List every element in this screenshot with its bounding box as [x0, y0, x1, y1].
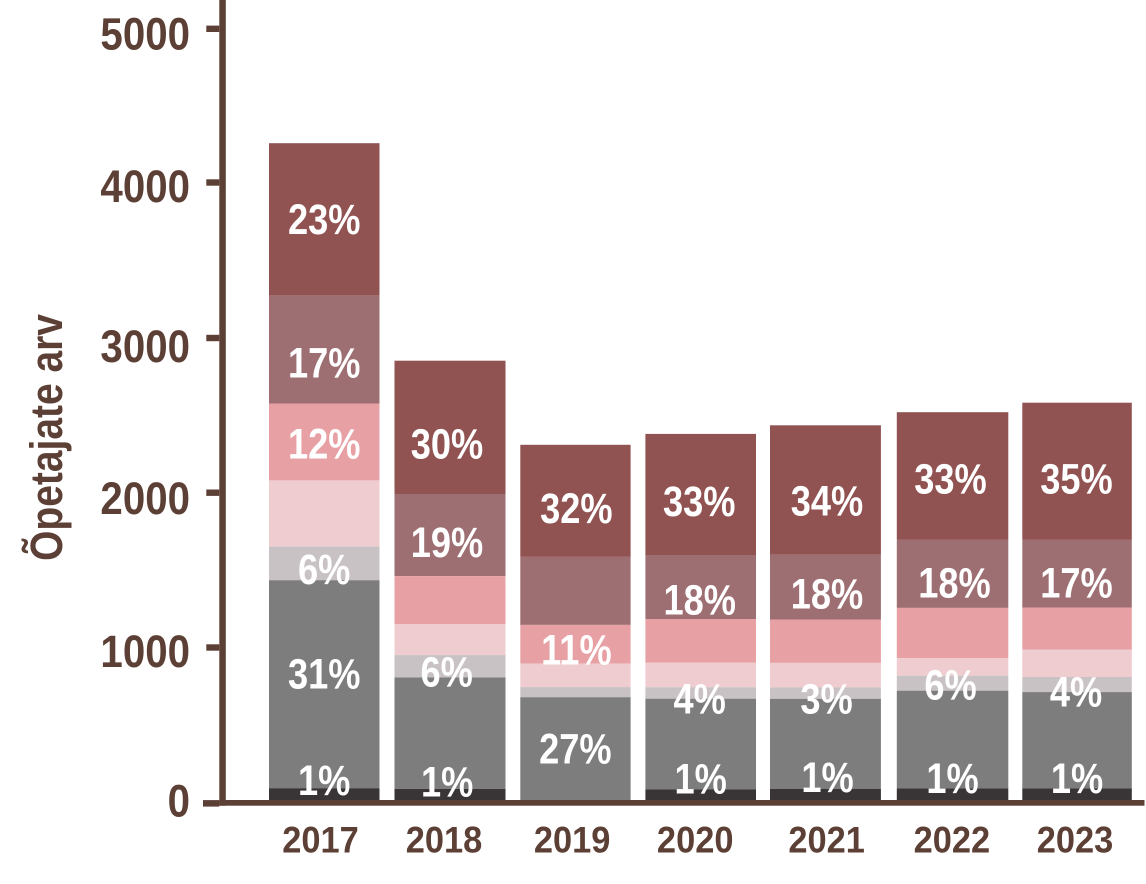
svg-text:0: 0: [168, 776, 190, 827]
svg-text:23%: 23%: [288, 196, 360, 243]
svg-text:4000: 4000: [100, 162, 190, 213]
svg-text:33%: 33%: [914, 456, 986, 503]
svg-text:Õpetajate arv: Õpetajate arv: [20, 313, 71, 560]
svg-text:2022: 2022: [914, 819, 991, 860]
svg-text:4%: 4%: [1050, 669, 1102, 716]
svg-text:3%: 3%: [800, 676, 852, 723]
svg-text:35%: 35%: [1040, 456, 1112, 503]
svg-text:12%: 12%: [288, 421, 360, 468]
svg-text:11%: 11%: [541, 627, 611, 674]
svg-text:17%: 17%: [1040, 560, 1112, 607]
svg-text:1%: 1%: [421, 759, 473, 806]
svg-text:1%: 1%: [675, 756, 727, 803]
svg-text:32%: 32%: [540, 485, 612, 532]
svg-text:1%: 1%: [298, 757, 350, 804]
svg-text:6%: 6%: [924, 662, 976, 709]
svg-text:18%: 18%: [663, 577, 735, 624]
svg-text:19%: 19%: [411, 519, 483, 566]
svg-text:2020: 2020: [657, 819, 734, 860]
svg-text:27%: 27%: [539, 726, 611, 773]
svg-text:2019: 2019: [534, 819, 611, 860]
svg-text:2021: 2021: [788, 819, 865, 860]
svg-text:18%: 18%: [918, 560, 990, 607]
svg-text:1000: 1000: [100, 627, 190, 678]
svg-text:5000: 5000: [100, 9, 190, 60]
svg-text:34%: 34%: [791, 478, 863, 525]
svg-text:2017: 2017: [282, 819, 359, 860]
svg-text:2000: 2000: [100, 474, 190, 525]
svg-text:6%: 6%: [421, 649, 473, 696]
svg-text:1%: 1%: [801, 754, 853, 801]
svg-text:1%: 1%: [1051, 755, 1103, 802]
svg-text:31%: 31%: [288, 651, 360, 698]
svg-text:6%: 6%: [298, 546, 350, 593]
svg-text:1%: 1%: [926, 755, 978, 802]
svg-text:3000: 3000: [100, 322, 190, 373]
svg-text:4%: 4%: [674, 676, 726, 723]
svg-text:17%: 17%: [288, 340, 360, 387]
svg-text:18%: 18%: [791, 571, 863, 618]
svg-text:30%: 30%: [411, 421, 483, 468]
svg-text:33%: 33%: [663, 478, 735, 525]
svg-text:2023: 2023: [1037, 819, 1114, 860]
svg-text:2018: 2018: [406, 819, 483, 860]
